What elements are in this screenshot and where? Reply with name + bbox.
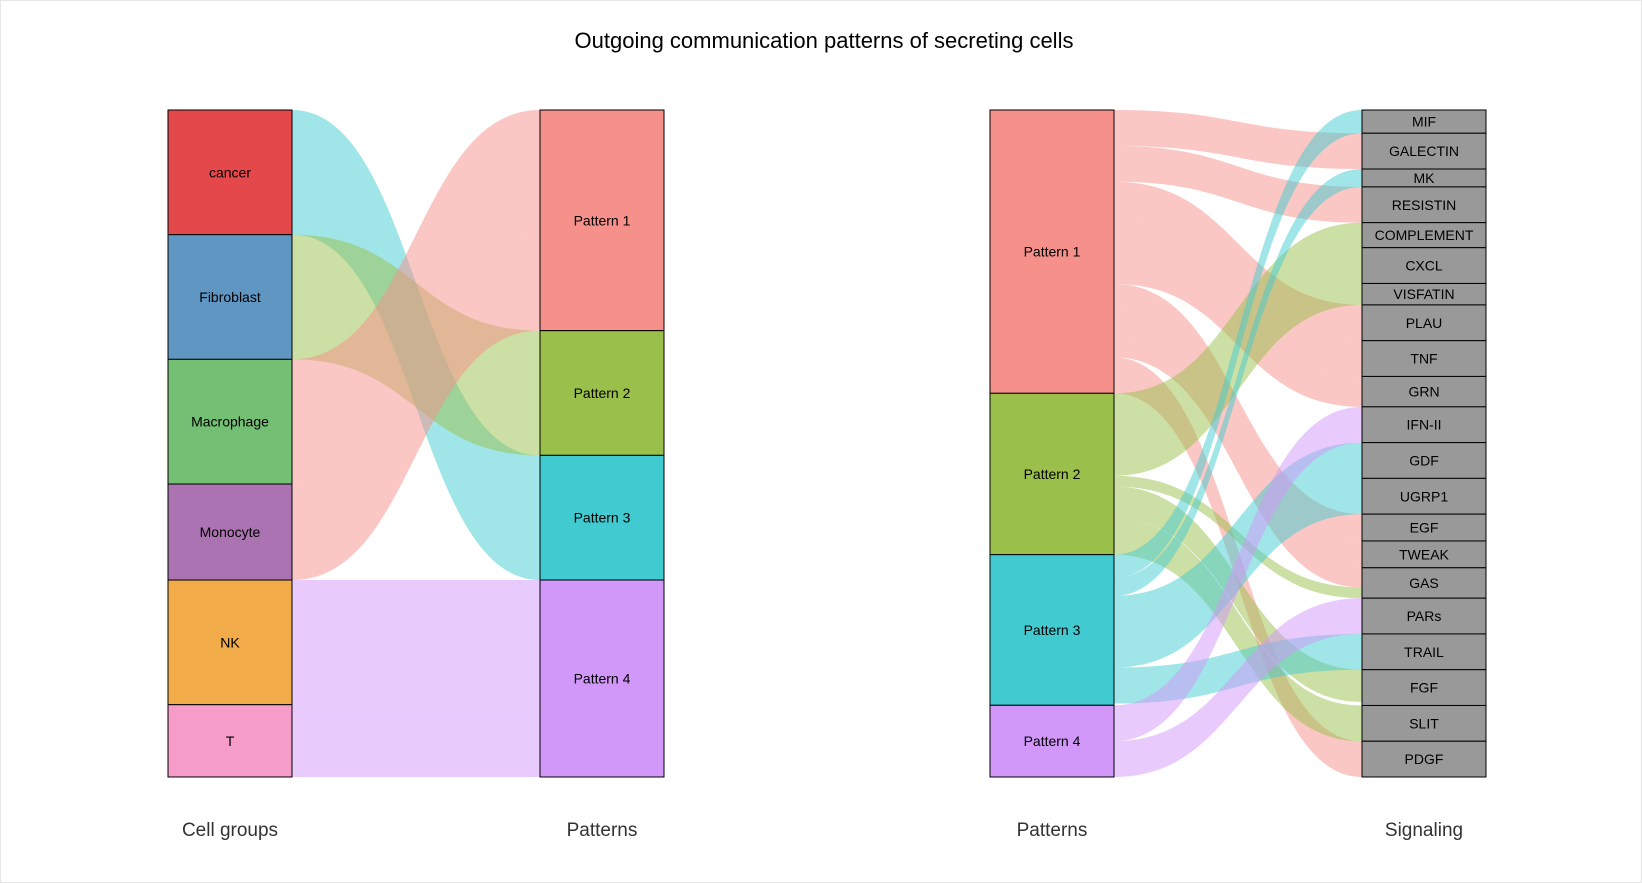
node-label-gas: GAS [1409, 575, 1439, 591]
node-label-plau: PLAU [1406, 315, 1443, 331]
axis-label-right: Patterns [567, 820, 638, 841]
node-monocyte [167, 483, 293, 581]
node-label-pattern-3: Pattern 3 [1024, 622, 1081, 638]
node-pattern-2 [989, 392, 1115, 556]
node-label-egf: EGF [1410, 520, 1439, 536]
node-label-complement: COMPLEMENT [1375, 227, 1474, 243]
node-label-cxcl: CXCL [1405, 258, 1443, 274]
node-nk [167, 579, 293, 706]
node-macrophage [167, 358, 293, 485]
node-label-trail: TRAIL [1404, 644, 1444, 660]
node-label-ifn-ii: IFN-II [1407, 417, 1442, 433]
node-label-fibroblast: Fibroblast [199, 289, 261, 305]
node-label-t: T [226, 733, 235, 749]
node-label-pattern-3: Pattern 3 [574, 510, 631, 526]
node-pattern-1 [989, 109, 1115, 394]
axis-label-left: Patterns [1017, 820, 1088, 841]
node-label-pdgf: PDGF [1405, 751, 1444, 767]
node-label-pattern-2: Pattern 2 [574, 385, 631, 401]
panels-group: cancer Fibroblast Macrophage Monocyte NK T Pat… [167, 109, 1487, 841]
flow-pattern-2-to-slit [1114, 518, 1362, 742]
axis-label-left: Cell groups [182, 820, 278, 841]
node-label-pattern-1: Pattern 1 [1024, 244, 1081, 260]
node-ifn-ii [1361, 406, 1487, 444]
chart-title: Outgoing communication patterns of secre… [575, 28, 1074, 53]
node-gdf [1361, 442, 1487, 479]
node-tweak [1361, 540, 1487, 569]
flow-pattern-4-to-pars [1114, 598, 1362, 777]
node-label-monocyte: Monocyte [200, 524, 261, 540]
node-label-mk: MK [1414, 170, 1436, 186]
flow-pattern-1-to-egf [1114, 283, 1362, 541]
flow-pattern-4-to-ifn-ii [1114, 406, 1362, 742]
node-label-mif: MIF [1412, 114, 1436, 130]
flow-pattern-1-to-resistin [1114, 145, 1362, 223]
left-nodes-group: cancer Fibroblast Macrophage Monocyte NK T [167, 109, 293, 778]
flow-nk-to-pattern-4 [292, 580, 540, 705]
node-label-slit: SLIT [1409, 715, 1439, 731]
node-egf [1361, 513, 1487, 542]
right-nodes-group: Pattern 1 Pattern 2 Pattern 3 Pattern 4 [539, 109, 665, 778]
flow-t-to-pattern-4 [292, 704, 540, 777]
node-label-nk: NK [220, 634, 240, 650]
flow-monocyte-to-pattern-1 [292, 234, 540, 581]
node-label-tweak: TWEAK [1399, 546, 1449, 562]
flow-macrophage-to-pattern-1 [292, 110, 540, 485]
node-pdgf [1361, 740, 1487, 778]
node-pattern-2 [539, 330, 665, 456]
axis-label-right: Signaling [1385, 820, 1463, 841]
node-label-pattern-4: Pattern 4 [1024, 733, 1081, 749]
flow-pattern-1-to-tweak [1114, 310, 1362, 568]
node-label-macrophage: Macrophage [191, 414, 269, 430]
node-pattern-4 [989, 704, 1115, 778]
node-label-resistin: RESISTIN [1392, 197, 1457, 213]
panel-cell_to_pattern: cancer Fibroblast Macrophage Monocyte NK T Pat… [167, 109, 665, 841]
node-label-pattern-4: Pattern 4 [574, 671, 631, 687]
node-slit [1361, 704, 1487, 742]
right-nodes-group: MIF GALECTIN MK RESISTIN COMPLEMENT CXCL VISFA… [1361, 109, 1487, 778]
flow-pattern-3-to-mk [1114, 169, 1362, 596]
flows-group [1114, 110, 1362, 777]
flow-pattern-1-to-galectin [1114, 110, 1362, 170]
node-label-visfatin: VISFATIN [1393, 286, 1454, 302]
flow-pattern-1-to-gas [1114, 337, 1362, 588]
node-pattern-1 [539, 109, 665, 332]
node-label-cancer: cancer [209, 164, 251, 180]
node-pars [1361, 597, 1487, 635]
node-label-grn: GRN [1408, 384, 1439, 400]
node-cxcl [1361, 247, 1487, 284]
node-label-fgf: FGF [1410, 680, 1438, 696]
node-label-ugrp1: UGRP1 [1400, 488, 1448, 504]
node-label-tnf: TNF [1410, 351, 1437, 367]
node-label-gdf: GDF [1409, 452, 1439, 468]
node-cancer [167, 109, 293, 236]
left-nodes-group: Pattern 1 Pattern 2 Pattern 3 Pattern 4 [989, 109, 1115, 778]
node-complement [1361, 222, 1487, 249]
panel-pattern_to_signaling: Pattern 1 Pattern 2 Pattern 3 Pattern 4 MIF G… [989, 109, 1487, 841]
node-pattern-3 [989, 554, 1115, 706]
node-pattern-3 [539, 454, 665, 581]
node-pattern-4 [539, 579, 665, 778]
node-label-pars: PARs [1407, 608, 1442, 624]
flow-pattern-2-to-complement [1114, 222, 1362, 419]
flow-pattern-3-to-mif [1114, 110, 1362, 578]
node-label-pattern-2: Pattern 2 [1024, 466, 1081, 482]
flow-pattern-1-to-tnf [1114, 217, 1362, 377]
node-trail [1361, 633, 1487, 671]
flows-group [292, 110, 540, 777]
node-t [167, 704, 293, 778]
flow-pattern-3-to-gdf [1114, 442, 1362, 632]
flow-pattern-2-to-fgf [1114, 486, 1362, 702]
node-label-galectin: GALECTIN [1389, 143, 1459, 159]
node-gas [1361, 567, 1487, 599]
node-label-pattern-1: Pattern 1 [574, 212, 631, 228]
